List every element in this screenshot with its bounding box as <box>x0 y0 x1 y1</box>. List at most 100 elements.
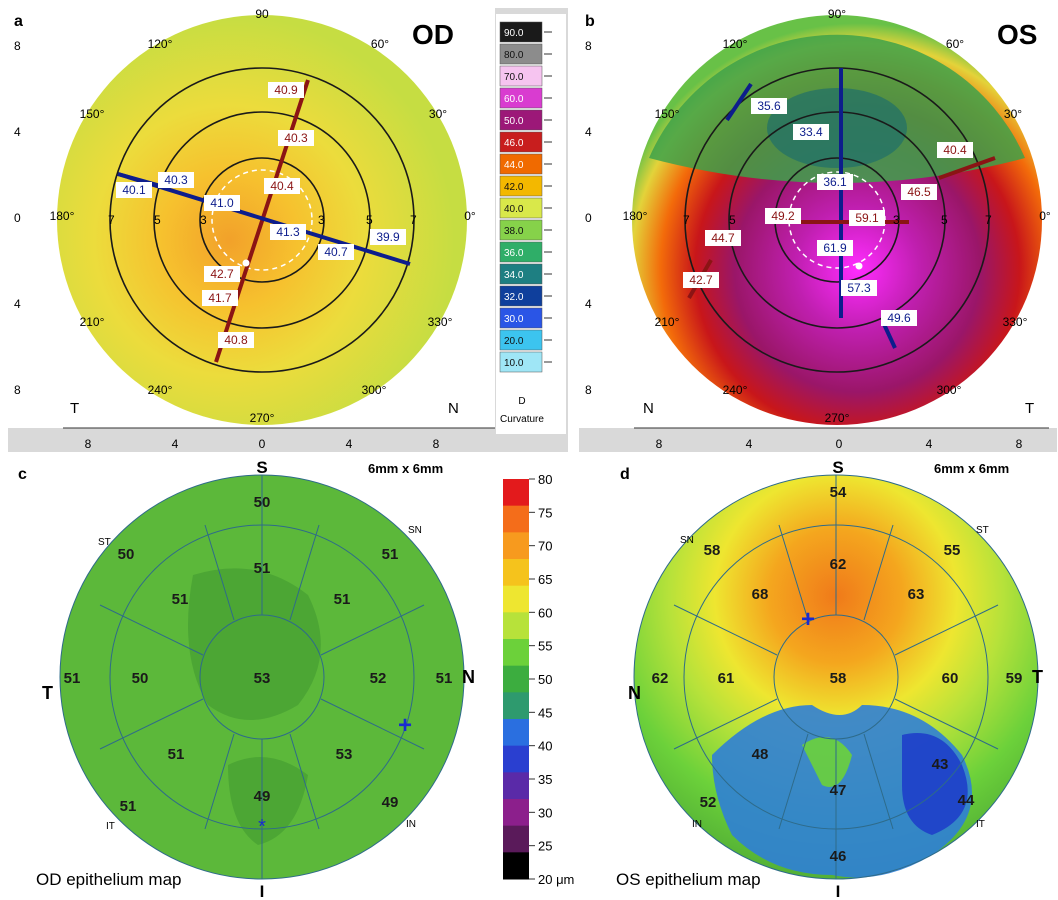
angle-label: 300° <box>362 383 387 397</box>
y-tick: 8 <box>14 383 21 397</box>
y-tick: 4 <box>14 125 21 139</box>
x-tick: 4 <box>926 437 933 451</box>
angle-label: 60° <box>946 37 964 51</box>
thickness-value: 55 <box>944 542 961 559</box>
colorbar-segment <box>503 745 529 773</box>
scale-unit: D <box>518 396 525 407</box>
value-label: 36.1 <box>823 175 847 189</box>
colorbar-segment <box>503 772 529 800</box>
colorbar-segment <box>503 532 529 560</box>
value-label: 57.3 <box>847 281 871 295</box>
thickness-value: 54 <box>830 484 847 501</box>
cross-marker-icon: + <box>801 606 815 633</box>
y-tick: 8 <box>14 39 21 53</box>
angle-label: 0° <box>464 209 476 223</box>
thickness-value: 62 <box>830 556 847 573</box>
colorbar-tick-label: 20 μm <box>538 872 574 887</box>
angle-label: 180° <box>50 209 75 223</box>
scale-swatch <box>499 219 543 241</box>
scale-value: 60.0 <box>504 94 524 105</box>
scale-value: 80.0 <box>504 50 524 61</box>
thickness-value: 53 <box>254 670 271 687</box>
thickness-value: 50 <box>254 494 271 511</box>
map-size: 6mm x 6mm <box>934 461 1009 476</box>
scale-value: 20.0 <box>504 336 524 347</box>
side-label-nasal: N <box>643 400 654 417</box>
scale-swatch <box>499 307 543 329</box>
epithelium-colorbar: 80 75 70 65 60 55 50 45 40 35 30 25 20 μm <box>503 472 574 887</box>
scale-value: 40.0 <box>504 204 524 215</box>
value-label: 40.3 <box>284 131 308 145</box>
scale-value: 32.0 <box>504 292 524 303</box>
x-tick: 4 <box>172 437 179 451</box>
x-tick: 8 <box>85 437 92 451</box>
thickness-value: 43 <box>932 756 949 773</box>
colorbar-tick-label: 35 <box>538 772 552 787</box>
thickness-value: 48 <box>752 746 769 763</box>
value-label: 46.5 <box>907 185 931 199</box>
value-label: 44.7 <box>711 231 735 245</box>
angle-label: 60° <box>371 37 389 51</box>
value-label: 35.6 <box>757 99 781 113</box>
colorbar-tick-label: 75 <box>538 505 552 520</box>
temporal-label: T <box>42 683 53 703</box>
panel-d-os-epithelium: d 6mm x 6mm S I N T SN ST IN IT 54 58 62… <box>602 455 1058 900</box>
x-tick: 4 <box>346 437 353 451</box>
y-tick: 4 <box>585 125 592 139</box>
scale-value: 38.0 <box>504 226 524 237</box>
ring-label: 5 <box>941 213 948 227</box>
map-size: 6mm x 6mm <box>368 461 443 476</box>
thickness-value: 59 <box>1006 670 1023 687</box>
scale-swatch <box>499 285 543 307</box>
value-label: 40.4 <box>270 179 294 193</box>
scale-swatch <box>499 87 543 109</box>
asterisk-marker-icon: * <box>258 816 266 838</box>
thickness-value: 51 <box>436 670 453 687</box>
angle-label: 240° <box>723 383 748 397</box>
y-tick: 4 <box>14 297 21 311</box>
value-label: 49.6 <box>887 311 911 325</box>
thickness-value: 58 <box>704 542 721 559</box>
colorbar-segment <box>503 505 529 533</box>
colorbar-tick-label: 65 <box>538 572 552 587</box>
scale-value: 50.0 <box>504 116 524 127</box>
ring-label: 3 <box>318 213 325 227</box>
map-caption: OD epithelium map <box>36 870 182 889</box>
scale-swatch <box>499 263 543 285</box>
thickness-value: 51 <box>64 670 81 687</box>
eye-label: OS <box>997 19 1037 50</box>
colorbar-segment <box>503 825 529 853</box>
scale-value: 90.0 <box>504 28 524 39</box>
colorbar-segment <box>503 559 529 587</box>
colorbar-tick-label: 30 <box>538 805 552 820</box>
value-label: 40.9 <box>274 83 298 97</box>
colorbar-segment <box>503 799 529 827</box>
value-label: 33.4 <box>799 125 823 139</box>
value-label: 59.1 <box>855 211 879 225</box>
angle-label: 150° <box>655 107 680 121</box>
colorbar-segment <box>503 852 529 880</box>
panel-letter: b <box>585 13 595 30</box>
angle-label: 210° <box>80 315 105 329</box>
side-label-temporal: T <box>1025 400 1034 417</box>
thickness-value: 50 <box>132 670 149 687</box>
scale-value: 70.0 <box>504 72 524 83</box>
panel-c-od-epithelium: c 6mm x 6mm S I T N ST SN IT IN 50 50 51… <box>8 455 598 900</box>
colorbar-segment <box>503 612 529 640</box>
x-tick: 8 <box>433 437 440 451</box>
temporal-label: T <box>1032 667 1043 687</box>
colorbar-tick-label: 60 <box>538 605 552 620</box>
colorbar-tick-label: 70 <box>538 539 552 554</box>
thickness-value: 58 <box>830 670 847 687</box>
thickness-value: 44 <box>958 792 975 809</box>
angle-label: 120° <box>723 37 748 51</box>
x-tick: 0 <box>259 437 266 451</box>
angle-label: 180° <box>623 209 648 223</box>
scale-swatch <box>499 351 543 373</box>
angle-label: 240° <box>148 383 173 397</box>
scale-value: 44.0 <box>504 160 524 171</box>
ring-label: 7 <box>108 213 115 227</box>
sector-label: ST <box>98 537 111 548</box>
colorbar-segment <box>503 665 529 693</box>
thickness-value: 63 <box>908 586 925 603</box>
